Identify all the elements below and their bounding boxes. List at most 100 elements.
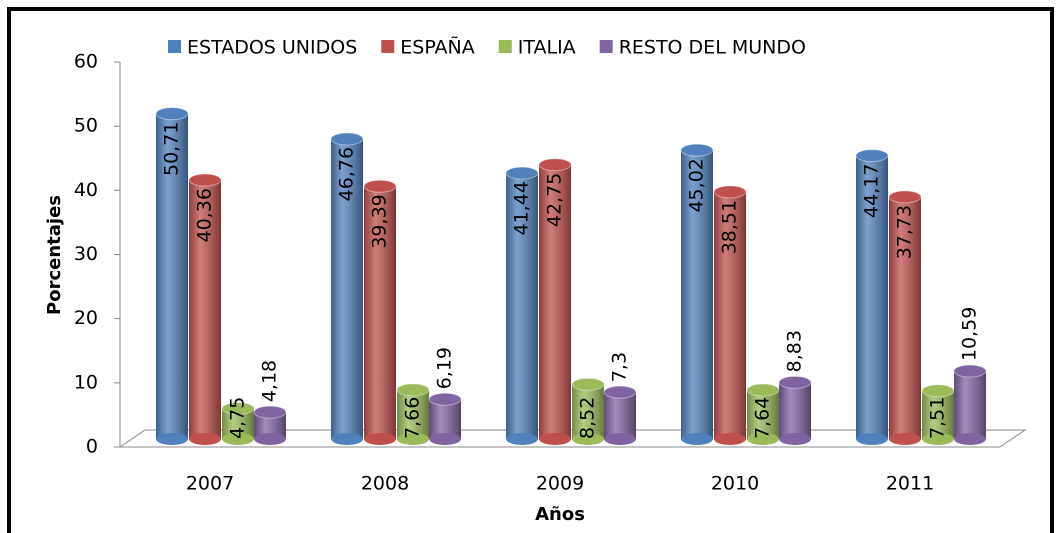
legend-label: ESPAÑA xyxy=(400,36,475,59)
bar-top xyxy=(188,173,222,187)
frame xyxy=(7,7,1054,533)
x-tick-label: 2010 xyxy=(711,473,759,495)
data-label: 40,36 xyxy=(194,188,216,242)
legend-swatch xyxy=(599,40,613,53)
bar-base xyxy=(156,433,188,445)
bar-shade xyxy=(331,138,363,439)
data-label: 4,75 xyxy=(227,397,249,439)
data-label: 6,19 xyxy=(434,347,456,389)
bar-top xyxy=(953,364,987,378)
bar-top xyxy=(746,383,780,397)
x-tick-label: 2011 xyxy=(886,473,934,495)
data-label: 44,17 xyxy=(861,164,883,218)
bar-base xyxy=(714,433,746,445)
data-label: 41,44 xyxy=(511,181,533,235)
bar-shade xyxy=(779,382,811,439)
bar-top xyxy=(221,402,255,416)
bar-base xyxy=(397,433,429,445)
bar-shade xyxy=(954,371,986,439)
x-tick-label: 2007 xyxy=(186,473,234,495)
bar-shade xyxy=(364,186,396,439)
bar-base xyxy=(364,433,396,445)
data-label: 7,51 xyxy=(927,397,949,439)
bar-shade xyxy=(189,180,221,440)
bar-top xyxy=(680,143,714,157)
legend-swatch xyxy=(498,40,512,53)
bar-shade xyxy=(572,384,604,439)
bar-top xyxy=(330,132,364,146)
bar-shade xyxy=(539,164,571,439)
bar-base xyxy=(254,433,286,445)
legend-swatch xyxy=(381,40,395,53)
data-label: 50,71 xyxy=(161,122,183,176)
legend-label: ESTADOS UNIDOS xyxy=(187,37,357,59)
y-tick-label: 50 xyxy=(74,115,98,137)
data-label: 37,73 xyxy=(894,205,916,259)
bar-top xyxy=(571,377,605,391)
data-label: 7,66 xyxy=(402,397,424,439)
y-axis-title: Porcentajes xyxy=(44,195,65,315)
bar-base xyxy=(429,433,461,445)
bar-shade xyxy=(889,196,921,439)
bar-shade xyxy=(922,390,954,439)
bar-top xyxy=(363,179,397,193)
y-tick-label: 40 xyxy=(74,179,98,201)
bar-top xyxy=(396,383,430,397)
data-label: 7,3 xyxy=(609,352,631,382)
bar-top xyxy=(253,405,287,419)
bar-base xyxy=(189,433,221,445)
bar-base xyxy=(747,433,779,445)
data-label: 42,75 xyxy=(544,173,566,227)
x-tick-label: 2008 xyxy=(361,473,409,495)
bar-base xyxy=(506,433,538,445)
data-label: 7,64 xyxy=(752,397,774,439)
bar-shade xyxy=(397,389,429,439)
bar-base xyxy=(922,433,954,445)
data-label: 10,59 xyxy=(959,307,981,361)
bar-top xyxy=(505,166,539,180)
bar-shade xyxy=(681,150,713,439)
bar-base xyxy=(604,433,636,445)
y-tick-label: 60 xyxy=(74,51,98,73)
bar-base xyxy=(954,433,986,445)
y-tick-label: 0 xyxy=(86,436,98,458)
bar-top xyxy=(155,107,189,121)
bar-top xyxy=(855,149,889,163)
y-tick-label: 10 xyxy=(74,371,98,393)
bar-base xyxy=(856,433,888,445)
bar-base xyxy=(222,433,254,445)
data-label: 8,83 xyxy=(784,330,806,372)
bar-shade xyxy=(856,155,888,439)
legend-label: RESTO DEL MUNDO xyxy=(619,37,806,59)
bar-top xyxy=(778,375,812,389)
data-label: 8,52 xyxy=(577,397,599,439)
bar-shade xyxy=(604,392,636,439)
bar-shade xyxy=(429,399,461,439)
bar-top xyxy=(538,158,572,172)
legend-swatch xyxy=(168,40,181,53)
data-label: 38,51 xyxy=(719,200,741,254)
legend-label: ITALIA xyxy=(518,37,576,59)
data-label: 45,02 xyxy=(686,158,708,212)
bar-shade xyxy=(506,173,538,440)
x-tick-label: 2009 xyxy=(536,473,584,495)
y-tick-label: 20 xyxy=(74,307,98,329)
bar-base xyxy=(681,433,713,445)
bar-top xyxy=(428,392,462,406)
bar-shade xyxy=(156,113,188,439)
data-label: 4,18 xyxy=(259,360,281,402)
bar-base xyxy=(779,433,811,445)
bar-top xyxy=(713,185,747,199)
bar-top xyxy=(603,385,637,399)
y-tick-label: 30 xyxy=(74,243,98,265)
data-label: 39,39 xyxy=(369,194,391,248)
bar-shade xyxy=(747,389,779,439)
bar-shade xyxy=(714,191,746,439)
x-axis-title: Años xyxy=(535,504,585,525)
bar-base xyxy=(331,433,363,445)
bar-base xyxy=(539,433,571,445)
bar-base xyxy=(889,433,921,445)
bar-top xyxy=(888,190,922,204)
bar-top xyxy=(921,384,955,398)
